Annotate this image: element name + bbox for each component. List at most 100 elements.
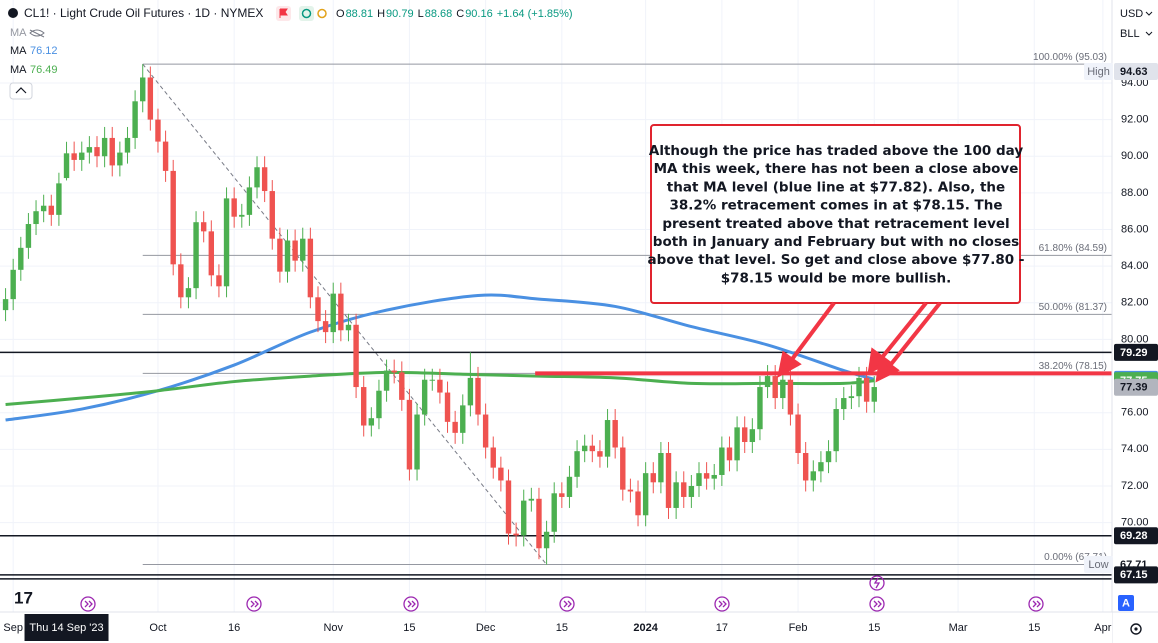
event-icon[interactable]	[80, 596, 96, 612]
candle-body	[246, 187, 253, 215]
status-icon	[301, 8, 312, 19]
crosshair-date-box	[24, 614, 109, 641]
candle-body	[802, 453, 809, 481]
axis-layer: 70.0072.0074.0076.0078.0080.0082.0084.00…	[3, 62, 1158, 641]
event-icon[interactable]	[403, 596, 419, 612]
status-button[interactable]	[299, 6, 314, 21]
hidden-eye-icon[interactable]	[29, 29, 45, 38]
x-tick-label: 2024	[633, 622, 658, 634]
dropdown-icon	[1145, 11, 1153, 16]
chart-title: CL1! · Light Crude Oil Futures · 1D · NY…	[24, 6, 263, 20]
callout-box	[650, 124, 1021, 304]
candle-body	[86, 147, 93, 153]
candle-body	[155, 119, 161, 142]
candle-body	[269, 191, 275, 239]
price-tag: High	[1087, 66, 1110, 78]
candle-body	[772, 376, 778, 399]
candle-body	[581, 445, 588, 452]
unit[interactable]: BLL	[1120, 28, 1140, 40]
candle-body	[559, 493, 565, 497]
callout-text: that MA level (blue line at $77.82). Als…	[667, 179, 1005, 195]
auto-scale-button[interactable]	[1118, 595, 1134, 611]
event-icon[interactable]	[714, 596, 730, 612]
candle-body	[642, 473, 649, 516]
candle-body	[863, 377, 870, 402]
x-tick-label: Nov	[323, 622, 343, 634]
event-icon[interactable]	[869, 575, 885, 591]
ohlc-legend: O88.81 H90.79 L88.68 C90.16 +1.64 (+1.85%)	[336, 8, 573, 20]
y-tick-label: 84.00	[1121, 260, 1149, 272]
price-label: 79.29	[1120, 347, 1148, 359]
x-tick-label: 17	[716, 622, 728, 634]
flag-icon	[279, 8, 288, 18]
currency[interactable]: USD	[1120, 8, 1143, 20]
candle-body	[871, 387, 877, 402]
hidden-indicator: MA	[10, 27, 27, 39]
indicator-value: 76.49	[30, 64, 58, 76]
fib-label: 38.20% (78.15)	[1039, 361, 1107, 372]
price-label: 94.63	[1120, 66, 1148, 78]
candle-body	[856, 377, 862, 397]
candle-body	[696, 473, 702, 486]
price-label-box	[1114, 62, 1158, 80]
y-tick-label: 92.00	[1121, 114, 1149, 126]
event-icon[interactable]	[869, 596, 885, 612]
price-label-box	[1114, 566, 1158, 584]
candle-body	[132, 101, 138, 138]
event-icon[interactable]	[246, 596, 262, 612]
settings-icon[interactable]	[1130, 623, 1142, 635]
event-icon[interactable]	[1028, 596, 1044, 612]
candle-body	[368, 418, 375, 426]
candle-body	[345, 324, 352, 331]
logo[interactable]: 17	[14, 588, 33, 607]
candle-body	[719, 447, 725, 475]
candle-body	[94, 147, 100, 157]
candle-body	[399, 372, 405, 400]
candle-body	[742, 427, 748, 443]
callout-text: 38.2% retracement comes in at $78.15. Th…	[669, 198, 1002, 214]
candle-body	[612, 420, 618, 448]
text-layer: CL1! · Light Crude Oil Futures · 1D · NY…	[10, 6, 1107, 563]
candle-body	[482, 414, 489, 448]
unit-button[interactable]	[1114, 24, 1156, 43]
candle-body	[185, 288, 192, 298]
candle-body	[703, 473, 710, 479]
currency-button[interactable]	[1114, 4, 1156, 23]
price-label: 77.39	[1120, 382, 1148, 394]
candle-body	[170, 170, 176, 265]
fib-label: 50.00% (81.37)	[1039, 302, 1107, 313]
candle-body	[254, 167, 260, 188]
candle-body	[536, 498, 542, 549]
candle-body	[589, 445, 596, 452]
candle-body	[208, 231, 215, 276]
candle-body	[307, 238, 314, 298]
auto-scale-label[interactable]: A	[1122, 597, 1130, 609]
candle-body	[818, 462, 824, 472]
price-label-box	[1114, 527, 1158, 545]
candle-body	[749, 429, 756, 443]
candle-body	[101, 137, 108, 157]
candle-body	[193, 222, 199, 289]
event-icon[interactable]	[559, 596, 575, 612]
collapse-button[interactable]	[9, 82, 33, 100]
candle-body	[109, 137, 115, 166]
callout-text: MA this week, there has not been a close…	[654, 161, 1019, 177]
candle-body	[216, 275, 222, 287]
x-tick-label: Mar	[949, 622, 968, 634]
candle-body	[688, 485, 695, 497]
status-icon	[317, 8, 327, 19]
candle-body	[239, 214, 245, 217]
candle-body	[665, 453, 672, 508]
ohlc-value: 90.16	[465, 8, 493, 20]
candle-body	[757, 387, 763, 430]
callout-text: Although the price has traded above the …	[649, 143, 1023, 159]
candle-body	[292, 240, 298, 261]
candle-body	[726, 447, 733, 461]
candle-body	[231, 198, 237, 217]
candle-body	[833, 409, 839, 452]
candle-body	[406, 399, 413, 470]
x-tick-label: 16	[228, 622, 240, 634]
arrow	[788, 301, 836, 364]
